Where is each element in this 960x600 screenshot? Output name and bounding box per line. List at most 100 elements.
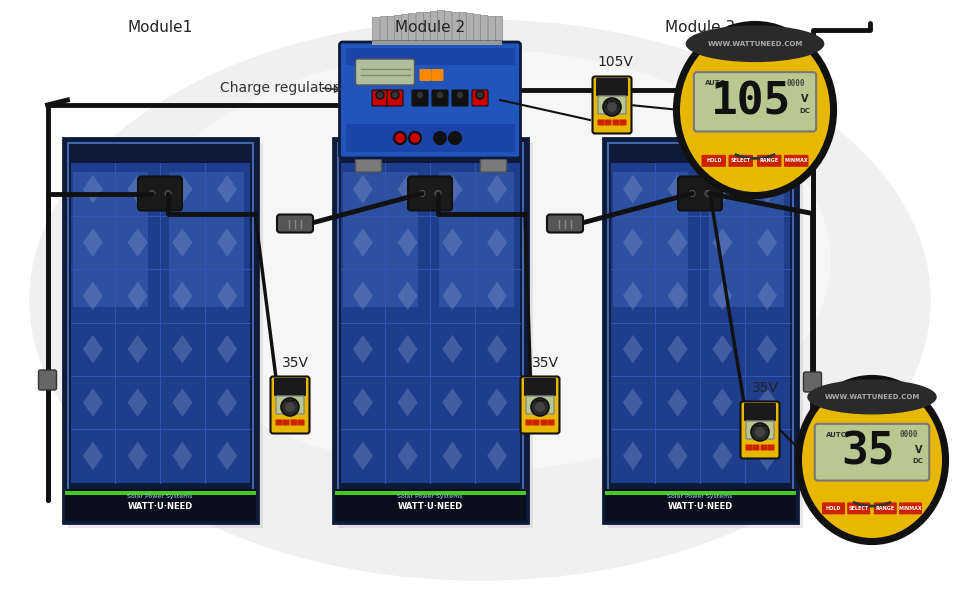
Text: 35V: 35V [532, 356, 559, 370]
Polygon shape [623, 442, 643, 470]
Polygon shape [487, 281, 507, 310]
Polygon shape [173, 175, 192, 203]
Polygon shape [712, 281, 732, 310]
Bar [437, 10, 444, 45]
FancyBboxPatch shape [702, 155, 726, 167]
Circle shape [603, 98, 621, 116]
Text: WATT·U·NEED: WATT·U·NEED [128, 502, 193, 511]
Polygon shape [623, 281, 643, 310]
Text: WWW.WATTUNEED.COM: WWW.WATTUNEED.COM [825, 394, 920, 400]
Bar [416, 13, 422, 45]
Ellipse shape [797, 377, 947, 543]
Polygon shape [173, 228, 192, 257]
Bar [70, 163, 250, 482]
Bar [334, 491, 525, 494]
FancyBboxPatch shape [547, 419, 555, 425]
FancyBboxPatch shape [38, 370, 57, 390]
Bar [334, 488, 525, 520]
Text: 35: 35 [534, 400, 546, 410]
Polygon shape [443, 335, 463, 364]
FancyBboxPatch shape [753, 445, 759, 451]
Text: HOLD: HOLD [826, 506, 841, 511]
Polygon shape [443, 388, 463, 417]
Ellipse shape [802, 382, 942, 538]
Text: Module 2: Module 2 [395, 20, 465, 35]
FancyBboxPatch shape [276, 396, 304, 414]
Circle shape [751, 423, 769, 441]
FancyBboxPatch shape [431, 69, 444, 81]
Circle shape [689, 191, 695, 196]
Polygon shape [667, 442, 687, 470]
FancyBboxPatch shape [597, 119, 605, 125]
Text: Charge regulator: Charge regulator [220, 81, 338, 95]
Text: WWW.WATTUNEED.COM: WWW.WATTUNEED.COM [615, 353, 784, 367]
Polygon shape [757, 442, 778, 470]
Text: SELECT: SELECT [849, 506, 869, 511]
Polygon shape [397, 335, 418, 364]
Polygon shape [128, 442, 148, 470]
Polygon shape [667, 228, 687, 257]
Bar [444, 11, 451, 45]
Bar [62, 137, 257, 523]
FancyBboxPatch shape [596, 78, 628, 96]
FancyBboxPatch shape [276, 419, 282, 425]
FancyBboxPatch shape [291, 419, 298, 425]
FancyBboxPatch shape [524, 378, 556, 396]
FancyBboxPatch shape [277, 214, 313, 232]
Text: RANGE: RANGE [876, 506, 895, 511]
Circle shape [281, 398, 299, 416]
Polygon shape [667, 175, 687, 203]
Ellipse shape [675, 23, 835, 197]
FancyBboxPatch shape [138, 176, 182, 211]
FancyBboxPatch shape [520, 377, 560, 433]
Polygon shape [443, 228, 463, 257]
Circle shape [705, 191, 711, 196]
FancyBboxPatch shape [605, 119, 612, 125]
Polygon shape [217, 442, 237, 470]
Text: Module 3: Module 3 [665, 20, 735, 35]
Polygon shape [217, 281, 237, 310]
Bar [73, 172, 148, 307]
Polygon shape [353, 228, 372, 257]
Bar [605, 488, 796, 520]
Circle shape [285, 402, 295, 412]
Polygon shape [757, 281, 778, 310]
Polygon shape [623, 335, 643, 364]
Bar [488, 16, 494, 45]
Polygon shape [83, 281, 103, 310]
FancyBboxPatch shape [612, 119, 619, 125]
Bar [64, 488, 255, 520]
Bar [708, 172, 784, 307]
Polygon shape [353, 388, 372, 417]
Polygon shape [667, 388, 687, 417]
Polygon shape [757, 335, 778, 364]
FancyBboxPatch shape [547, 214, 583, 232]
Polygon shape [353, 335, 372, 364]
Text: MINMAX: MINMAX [899, 506, 923, 511]
Text: WATT·U·NEED: WATT·U·NEED [667, 502, 732, 511]
Ellipse shape [130, 50, 830, 470]
FancyBboxPatch shape [746, 421, 774, 439]
FancyBboxPatch shape [767, 445, 775, 451]
Bar [394, 15, 401, 45]
Polygon shape [128, 388, 148, 417]
Polygon shape [757, 228, 778, 257]
Bar [603, 137, 798, 523]
FancyBboxPatch shape [874, 502, 897, 514]
Text: Solar Power Systems: Solar Power Systems [667, 494, 732, 499]
FancyBboxPatch shape [804, 372, 822, 392]
Polygon shape [397, 281, 418, 310]
Text: RANGE: RANGE [759, 158, 779, 163]
FancyBboxPatch shape [340, 42, 520, 158]
Bar [608, 142, 793, 517]
Polygon shape [83, 175, 103, 203]
Polygon shape [487, 442, 507, 470]
Bar [473, 14, 480, 45]
Ellipse shape [680, 28, 830, 192]
Bar [332, 137, 527, 523]
FancyBboxPatch shape [757, 155, 781, 167]
Polygon shape [487, 228, 507, 257]
Text: Solar Power Systems: Solar Power Systems [128, 494, 193, 499]
Polygon shape [623, 175, 643, 203]
Text: WWW.WATTUNEED.COM: WWW.WATTUNEED.COM [76, 353, 245, 367]
